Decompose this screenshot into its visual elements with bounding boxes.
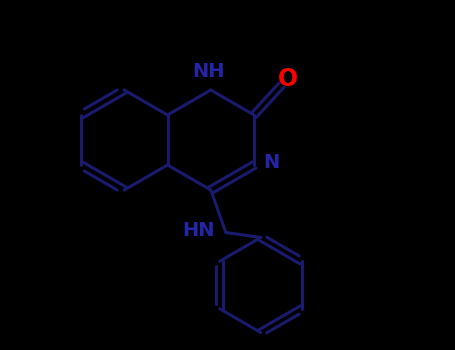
Text: N: N <box>263 153 279 172</box>
Text: NH: NH <box>192 62 225 81</box>
Text: HN: HN <box>182 220 215 239</box>
Text: O: O <box>278 67 298 91</box>
